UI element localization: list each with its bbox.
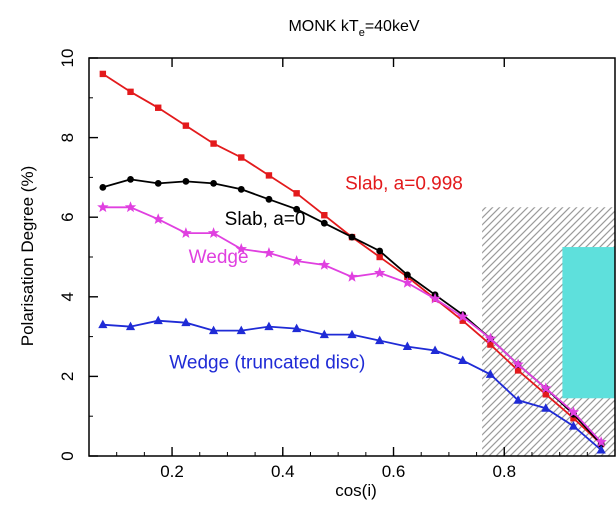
data-point xyxy=(319,329,329,339)
y-tick-label: 10 xyxy=(58,49,77,68)
data-point xyxy=(292,323,302,333)
data-point xyxy=(125,321,136,331)
data-point xyxy=(373,266,386,278)
y-tick-label: 2 xyxy=(58,372,77,381)
data-point xyxy=(457,310,469,322)
data-point xyxy=(127,88,134,96)
data-point xyxy=(263,247,275,258)
data-point xyxy=(236,325,246,335)
data-point xyxy=(208,325,219,335)
data-point xyxy=(596,445,606,454)
x-tick-label: 0.6 xyxy=(382,462,406,481)
data-point xyxy=(513,395,523,404)
y-tick-label: 4 xyxy=(58,292,77,301)
data-point xyxy=(210,140,217,147)
data-point xyxy=(210,179,217,187)
data-point xyxy=(401,276,414,288)
data-point xyxy=(595,436,607,447)
data-point xyxy=(293,205,301,213)
series-star xyxy=(97,201,607,447)
data-point xyxy=(568,421,579,430)
data-point xyxy=(348,233,356,241)
data-point xyxy=(97,201,109,213)
series-labels: Slab, a=0.998 Slab, a=0 Wedge Wedge (trunca… xyxy=(169,173,463,373)
series-label: Wedge xyxy=(189,247,249,268)
x-tick-label: 0.4 xyxy=(271,462,295,481)
data-point xyxy=(152,213,164,225)
data-point xyxy=(567,406,580,418)
y-tick-label: 8 xyxy=(58,133,77,142)
data-point xyxy=(514,367,522,374)
data-point xyxy=(347,329,357,339)
chart-title: MONK kTe=40keV xyxy=(288,18,419,39)
data-point xyxy=(293,190,300,197)
series-layer xyxy=(97,70,607,454)
data-point xyxy=(402,341,412,351)
data-point xyxy=(153,315,163,325)
data-point xyxy=(403,271,411,279)
cyan-region xyxy=(562,247,615,399)
data-point xyxy=(155,104,162,111)
data-point xyxy=(154,179,162,187)
data-point xyxy=(459,317,466,324)
data-point xyxy=(182,122,190,129)
data-point xyxy=(570,414,577,422)
data-point xyxy=(375,335,385,345)
data-point xyxy=(487,341,494,348)
data-point xyxy=(180,227,192,238)
data-point xyxy=(542,391,549,398)
data-point xyxy=(429,292,441,304)
data-point xyxy=(346,270,358,282)
x-tick-label: 0.2 xyxy=(160,462,184,481)
x-tick-label: 0.8 xyxy=(492,462,516,481)
data-point xyxy=(318,258,331,270)
data-point xyxy=(265,172,273,179)
data-point xyxy=(430,345,440,355)
data-point xyxy=(181,317,191,327)
data-point xyxy=(512,358,524,370)
data-point xyxy=(207,227,220,238)
data-point xyxy=(99,183,107,191)
x-axis-title: cos(i) xyxy=(335,481,377,500)
series-label: Slab, a=0.998 xyxy=(345,173,463,194)
title-subscript: e xyxy=(359,27,365,39)
data-point xyxy=(376,247,384,255)
data-point xyxy=(485,369,496,378)
y-axis-title: Polarisation Degree (%) xyxy=(18,166,37,346)
data-point xyxy=(541,403,551,412)
data-point xyxy=(238,154,245,161)
series-label: Wedge (truncated disc) xyxy=(169,352,365,373)
axis-ticks: 0.2 0.4 0.6 0.8 0 2 4 6 8 10 xyxy=(58,49,588,481)
data-point xyxy=(540,382,552,394)
data-point xyxy=(290,254,303,266)
data-point xyxy=(264,321,274,331)
data-point xyxy=(265,195,273,203)
series-triangle xyxy=(98,315,606,454)
data-point xyxy=(237,185,245,193)
title-suffix: =40keV xyxy=(365,18,420,35)
data-point xyxy=(124,201,137,213)
data-point xyxy=(484,332,497,344)
data-point xyxy=(99,70,107,78)
data-point xyxy=(127,175,134,183)
y-tick-label: 6 xyxy=(58,212,77,221)
data-point xyxy=(320,219,328,227)
series-label: Slab, a=0 xyxy=(225,209,306,230)
data-point xyxy=(321,212,328,219)
y-tick-label: 0 xyxy=(58,451,77,460)
data-point xyxy=(235,243,247,254)
data-point xyxy=(376,253,383,261)
data-point xyxy=(458,355,468,364)
shaded-regions xyxy=(482,207,615,456)
title-main: MONK kT xyxy=(288,18,358,35)
data-point xyxy=(98,319,108,329)
data-point xyxy=(182,177,190,185)
